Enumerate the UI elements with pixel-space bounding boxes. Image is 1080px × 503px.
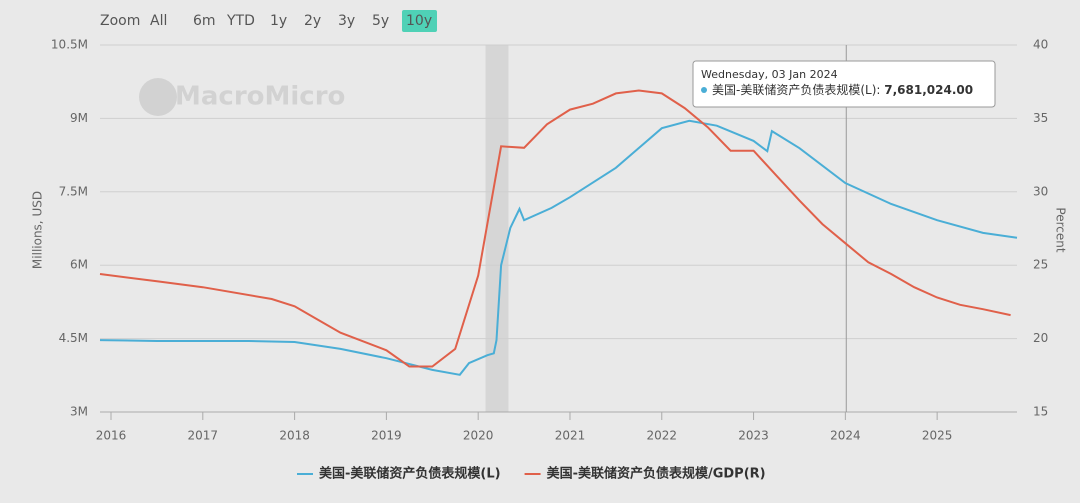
x-tick-label: 2021	[555, 429, 586, 443]
tooltip	[692, 60, 996, 108]
y-tick-label: 7.5M	[59, 184, 88, 198]
y2-tick-label: 20	[1033, 331, 1048, 345]
x-tick-label: 2018	[279, 429, 310, 443]
series-line	[99, 119, 1018, 376]
zoom-button[interactable]: YTD	[226, 13, 255, 29]
y-axis-title: Millions, USD	[31, 191, 45, 269]
zoom-button[interactable]: All	[150, 13, 167, 29]
zoom-label: Zoom	[100, 13, 140, 29]
x-tick-label: 2022	[646, 429, 677, 443]
tooltip-date: Wednesday, 03 Jan 2024	[701, 68, 838, 81]
active-button-bg	[402, 10, 437, 32]
tooltip-label: 美国-美联储资产负债表规模(L):	[712, 82, 884, 97]
watermark: MacroMicro	[175, 82, 345, 112]
zoom-button[interactable]: 6m	[193, 13, 216, 29]
legend-label[interactable]: 美国-美联储资产负债表规模(L)	[319, 466, 501, 482]
tooltip-text: 美国-美联储资产负债表规模(L): 7,681,024.00	[712, 82, 973, 97]
y-tick-label: 9M	[70, 111, 88, 125]
zoom-button[interactable]: 5y	[372, 13, 389, 29]
y2-tick-label: 30	[1033, 184, 1048, 198]
recession-band	[485, 45, 509, 412]
tooltip-value: 7,681,024.00	[884, 83, 973, 97]
x-tick-label: 2019	[371, 429, 402, 443]
zoom-button[interactable]: 3y	[338, 13, 355, 29]
y2-tick-label: 40	[1033, 38, 1048, 52]
x-tick-label: 2017	[188, 429, 219, 443]
y2-tick-label: 25	[1033, 258, 1048, 272]
x-tick-label: 2025	[922, 429, 953, 443]
x-tick-label: 2023	[738, 429, 769, 443]
y2-tick-label: 35	[1033, 111, 1048, 125]
zoom-button[interactable]: 2y	[304, 13, 321, 29]
x-tick-label: 2024	[830, 429, 861, 443]
legend-label[interactable]: 美国-美联储资产负债表规模/GDP(R)	[547, 466, 766, 482]
series-line	[99, 89, 1011, 368]
tooltip-dot	[701, 87, 707, 93]
x-tick-label: 2016	[96, 429, 127, 443]
y2-axis-title: Percent	[1054, 207, 1068, 252]
x-tick-label: 2020	[463, 429, 494, 443]
y-tick-label: 3M	[70, 405, 88, 419]
y-tick-label: 4.5M	[59, 331, 88, 345]
y2-tick-label: 15	[1033, 405, 1048, 419]
watermark-logo	[139, 78, 177, 116]
zoom-button[interactable]: 1y	[270, 13, 287, 29]
y-tick-label: 10.5M	[51, 38, 88, 52]
y-tick-label: 6M	[70, 258, 88, 272]
zoom-button[interactable]: 10y	[406, 13, 432, 29]
